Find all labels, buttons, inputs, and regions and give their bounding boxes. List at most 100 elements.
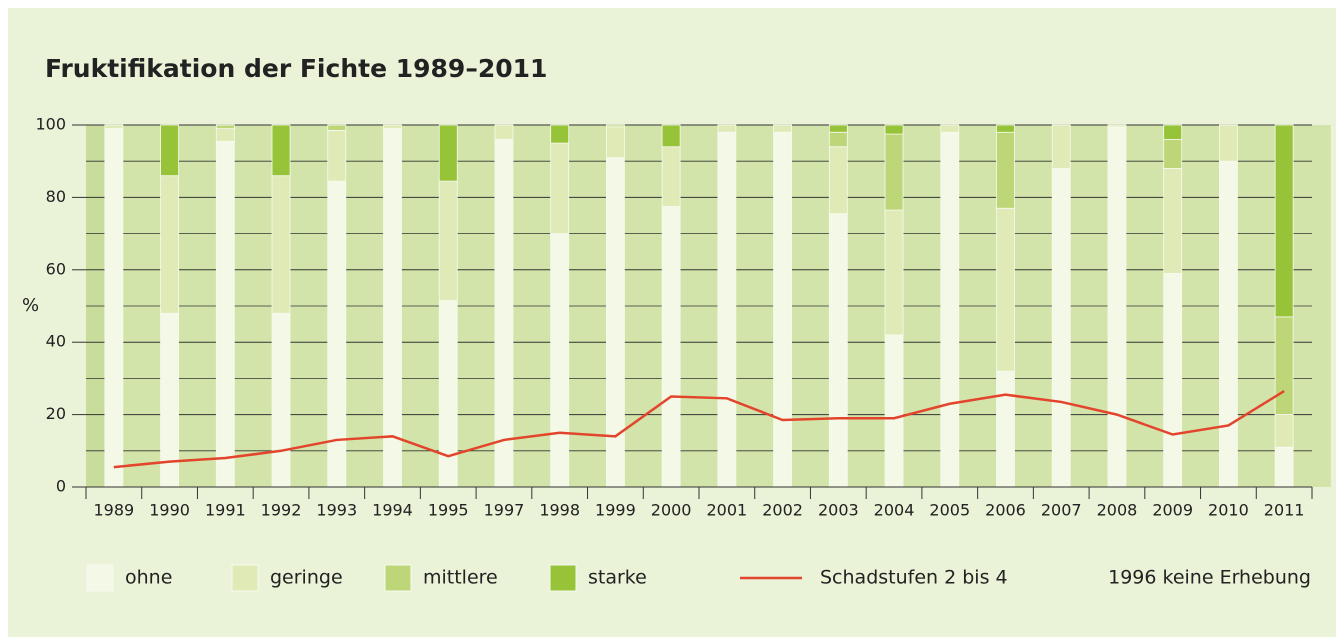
bar-segment <box>215 128 235 142</box>
bar-segment <box>104 124 124 130</box>
bar-segment <box>1051 168 1071 488</box>
bar-segment <box>884 334 904 488</box>
chart-title: Fruktifikation der Fichte 1989–2011 <box>45 54 547 83</box>
x-tick-label: 2005 <box>929 501 970 520</box>
bar-segment <box>1163 168 1183 274</box>
bar-segment <box>550 124 570 144</box>
bar-segment <box>438 124 458 182</box>
bar-segment <box>383 124 402 130</box>
bar-segment <box>661 124 681 148</box>
x-tick-label: 2003 <box>818 501 859 520</box>
bar-segment <box>1274 414 1294 448</box>
x-tick-label: 1989 <box>94 501 135 520</box>
bar-segment <box>271 175 291 314</box>
bar-segment <box>940 124 960 133</box>
bar-segment <box>494 139 514 488</box>
x-tick-label: 1991 <box>205 501 246 520</box>
bar-segment <box>940 131 960 488</box>
legend-swatch <box>86 564 114 592</box>
legend-swatch <box>231 564 259 592</box>
bar-segment <box>271 124 291 177</box>
bar-segment <box>1219 160 1238 488</box>
bar-segment <box>884 133 904 211</box>
x-tick-label: 1995 <box>428 501 469 520</box>
bar-segment <box>717 131 737 488</box>
bar-segment <box>1274 124 1294 318</box>
bar-segment <box>438 300 458 488</box>
bar-segment <box>215 140 235 488</box>
x-tick-label: 2000 <box>651 501 692 520</box>
legend-swatch <box>549 564 577 592</box>
y-tick-label: 40 <box>46 332 66 351</box>
bar-segment <box>160 124 179 177</box>
x-tick-label: 1990 <box>149 501 190 520</box>
x-tick-label: 2004 <box>874 501 915 520</box>
x-tick-label: 2007 <box>1041 501 1082 520</box>
x-tick-label: 1997 <box>484 501 525 520</box>
bar-segment <box>606 124 625 128</box>
bar-segment <box>828 213 848 488</box>
line-series <box>113 390 1285 469</box>
y-tick-label: 60 <box>46 259 66 278</box>
x-tick-label: 2011 <box>1264 501 1305 520</box>
bar-segment <box>160 175 179 314</box>
legend-label: ohne <box>125 567 172 589</box>
bar-segment <box>606 157 625 488</box>
y-axis-label: % <box>22 295 39 316</box>
legend-label: starke <box>588 567 647 589</box>
bar-segment <box>773 131 792 488</box>
bar-segment <box>828 146 848 215</box>
bar-segment <box>828 124 848 133</box>
bar-segment <box>1163 124 1183 140</box>
legend-label: Schadstufen 2 bis 4 <box>820 567 1008 589</box>
bar-segment <box>996 370 1015 488</box>
bar-segment <box>884 124 904 135</box>
x-tick-label: 1999 <box>595 501 636 520</box>
x-tick-label: 2002 <box>762 501 803 520</box>
bar-segment <box>1051 124 1071 169</box>
x-tick-label: 2001 <box>707 501 748 520</box>
legend-label: geringe <box>270 567 343 589</box>
bar-segment <box>606 126 625 158</box>
bar-segment <box>1219 124 1238 162</box>
legend-swatch <box>384 564 412 592</box>
bar-segment <box>1163 273 1183 488</box>
x-tick-label: 2006 <box>985 501 1026 520</box>
x-tick-label: 1993 <box>316 501 357 520</box>
y-tick-label: 20 <box>46 404 66 423</box>
bar-segment <box>494 124 514 140</box>
bar-segment <box>438 180 458 301</box>
bar-segment <box>1274 316 1294 415</box>
annotation: 1996 keine Erhebung <box>1108 567 1311 589</box>
x-tick-label: 1992 <box>261 501 302 520</box>
bar-segment <box>271 312 291 488</box>
bar-segment <box>717 124 737 133</box>
bar-segment <box>884 209 904 336</box>
bar-segment <box>661 206 681 488</box>
bar-segment <box>828 131 848 148</box>
bar-segment <box>383 128 402 488</box>
bar-segment <box>996 207 1015 372</box>
bar-segment <box>996 124 1015 133</box>
bar-segment <box>773 124 792 133</box>
bar-segment <box>550 233 570 488</box>
x-tick-label: 1998 <box>539 501 580 520</box>
x-tick-label: 2009 <box>1152 501 1193 520</box>
bar-segment <box>1107 126 1127 488</box>
x-tick-label: 2010 <box>1208 501 1249 520</box>
bar-segment <box>1163 139 1183 169</box>
legend-label: mittlere <box>423 567 498 589</box>
y-tick-label: 80 <box>46 187 66 206</box>
y-tick-label: 100 <box>35 115 66 134</box>
bar-segment <box>327 130 347 182</box>
y-tick-label: 0 <box>56 477 66 496</box>
bar-segment <box>215 124 235 130</box>
x-tick-label: 2008 <box>1097 501 1138 520</box>
bar-segment <box>327 124 347 131</box>
bar-segment <box>1107 124 1127 128</box>
bar-segment <box>550 142 570 235</box>
bar-segment <box>104 128 124 488</box>
x-tick-label: 1994 <box>372 501 413 520</box>
